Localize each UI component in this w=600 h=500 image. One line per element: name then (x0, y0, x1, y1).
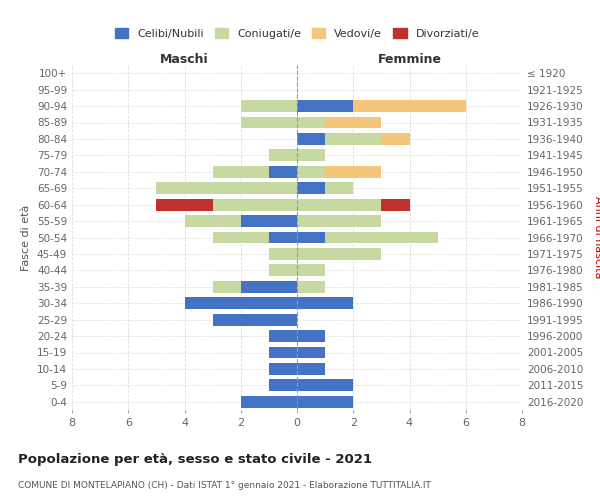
Bar (269, 232, 297, 243)
Bar (297, 215, 382, 227)
Bar (212, 281, 241, 292)
Bar (269, 264, 297, 276)
Bar (297, 166, 325, 177)
Bar (212, 314, 297, 326)
Legend: Celibi/Nubili, Coniugati/e, Vedovi/e, Divorziati/e: Celibi/Nubili, Coniugati/e, Vedovi/e, Di… (110, 24, 484, 44)
Bar (241, 281, 297, 292)
Bar (269, 166, 297, 177)
Bar (212, 198, 297, 210)
Text: Maschi: Maschi (160, 53, 209, 66)
Bar (325, 116, 382, 128)
Bar (297, 133, 325, 145)
Bar (297, 248, 382, 260)
Bar (269, 346, 297, 358)
Bar (297, 150, 325, 162)
Bar (382, 133, 409, 145)
Bar (269, 330, 297, 342)
Bar (325, 182, 353, 194)
Bar (269, 150, 297, 162)
Bar (297, 298, 353, 309)
Text: COMUNE DI MONTELAPIANO (CH) - Dati ISTAT 1° gennaio 2021 - Elaborazione TUTTITAL: COMUNE DI MONTELAPIANO (CH) - Dati ISTAT… (18, 481, 431, 490)
Text: Popolazione per età, sesso e stato civile - 2021: Popolazione per età, sesso e stato civil… (18, 452, 372, 466)
Bar (297, 380, 353, 392)
Bar (157, 198, 212, 210)
Bar (297, 346, 325, 358)
Bar (297, 281, 325, 292)
Bar (241, 116, 297, 128)
Bar (297, 198, 382, 210)
Bar (297, 100, 353, 112)
Y-axis label: Anni di nascita: Anni di nascita (593, 196, 600, 279)
Bar (297, 232, 325, 243)
Bar (212, 166, 269, 177)
Bar (297, 396, 353, 407)
Bar (297, 363, 325, 375)
Bar (269, 380, 297, 392)
Bar (297, 330, 325, 342)
Bar (325, 166, 382, 177)
Bar (212, 232, 269, 243)
Bar (325, 232, 437, 243)
Bar (157, 182, 297, 194)
Bar (297, 116, 325, 128)
Bar (185, 215, 241, 227)
Bar (353, 100, 466, 112)
Bar (269, 363, 297, 375)
Bar (241, 396, 297, 407)
Bar (269, 248, 297, 260)
Bar (297, 182, 325, 194)
Bar (241, 100, 297, 112)
Text: Femmine: Femmine (377, 53, 442, 66)
Bar (185, 298, 297, 309)
Y-axis label: Fasce di età: Fasce di età (22, 204, 31, 270)
Bar (382, 198, 409, 210)
Bar (241, 215, 297, 227)
Bar (297, 264, 325, 276)
Bar (325, 133, 382, 145)
